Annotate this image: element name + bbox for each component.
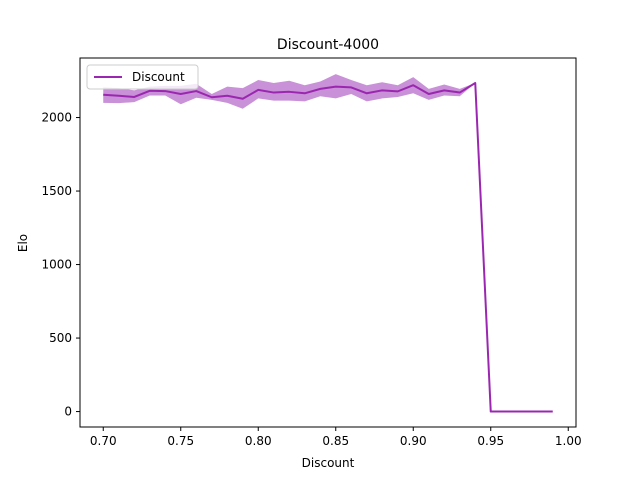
x-tick-label: 0.95	[477, 434, 504, 448]
chart-title: Discount-4000	[277, 37, 379, 53]
x-tick-label: 0.85	[322, 434, 349, 448]
x-tick-label: 0.75	[167, 434, 194, 448]
y-tick-label: 500	[49, 331, 72, 345]
y-axis: 0 500 1000 1500 2000	[41, 111, 80, 419]
y-tick-label: 1000	[41, 258, 72, 272]
y-axis-label: Elo	[16, 234, 30, 252]
legend-label-discount: Discount	[132, 70, 185, 84]
x-tick-label: 0.90	[400, 434, 427, 448]
legend-box	[86, 64, 199, 90]
plot-area	[103, 74, 553, 413]
y-tick-label: 0	[64, 405, 72, 419]
confidence-band-discount	[103, 74, 553, 412]
y-tick-label: 2000	[41, 111, 72, 125]
x-axis: 0.70 0.75 0.80 0.85 0.90 0.95 1.00	[90, 427, 582, 448]
legend: Discount	[86, 64, 199, 90]
axes-frame	[79, 57, 577, 428]
y-tick-label: 1500	[41, 184, 72, 198]
x-tick-label: 0.80	[245, 434, 272, 448]
x-tick-label: 1.00	[555, 434, 582, 448]
series-line-discount	[103, 81, 553, 413]
x-axis-label: Discount	[302, 456, 355, 470]
x-tick-label: 0.70	[90, 434, 117, 448]
